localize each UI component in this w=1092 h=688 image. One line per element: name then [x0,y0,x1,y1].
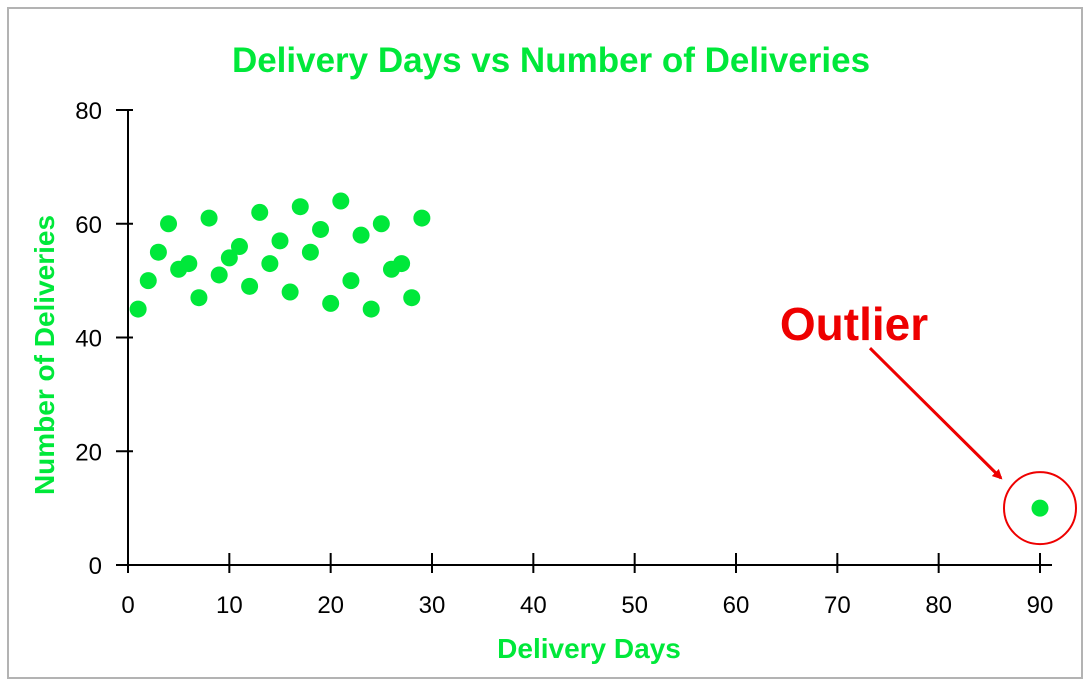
ticks: 0 10 20 30 40 50 60 70 80 90 0 20 40 60 80 [75,98,1053,619]
x-tick-label: 40 [520,592,547,619]
x-tick-label: 30 [419,592,446,619]
x-tick-label: 80 [925,592,952,619]
chart-frame [7,7,1083,679]
x-tick-label: 10 [216,592,243,619]
chart-title: Delivery Days vs Number of Deliveries [232,41,870,80]
x-tick-label: 90 [1027,592,1054,619]
data-point [139,272,157,290]
data-point [271,232,289,250]
data-point [403,289,421,307]
data-point [342,272,360,290]
data-points [129,192,1049,517]
data-point [210,266,228,284]
data-point [251,203,269,221]
data-point [190,289,208,307]
data-point [149,243,167,261]
data-point [241,277,259,295]
outlier-label: Outlier [780,298,928,350]
x-tick-label: 0 [121,592,134,619]
outlier-arrow [868,347,1003,480]
data-point [352,226,370,244]
data-point [362,300,380,318]
data-point [393,255,411,273]
data-point [332,192,350,210]
data-point [160,215,178,233]
y-tick-label: 60 [75,212,102,239]
data-point [1031,499,1049,517]
data-point [322,294,340,312]
data-point [301,243,319,261]
y-tick-label: 80 [75,98,102,125]
data-point [129,300,147,318]
data-point [291,198,309,216]
x-tick-label: 60 [723,592,750,619]
data-point [180,255,198,273]
x-tick-label: 20 [317,592,344,619]
data-point [261,255,279,273]
data-point [230,238,248,255]
data-point [220,249,238,267]
x-tick-label: 70 [824,592,851,619]
x-tick-label: 50 [621,592,648,619]
y-tick-label: 40 [75,326,102,353]
annotations: Outlier [780,298,1077,546]
y-tick-label: 0 [89,553,102,580]
data-point [200,209,218,227]
data-point [281,283,299,301]
outlier-highlight-circle [1003,471,1077,546]
data-point [372,215,390,233]
x-axis-title: Delivery Days [497,633,681,664]
y-tick-label: 20 [75,439,102,466]
data-point [413,209,431,227]
data-point [312,220,330,238]
y-axis-title: Number of Deliveries [29,215,60,495]
